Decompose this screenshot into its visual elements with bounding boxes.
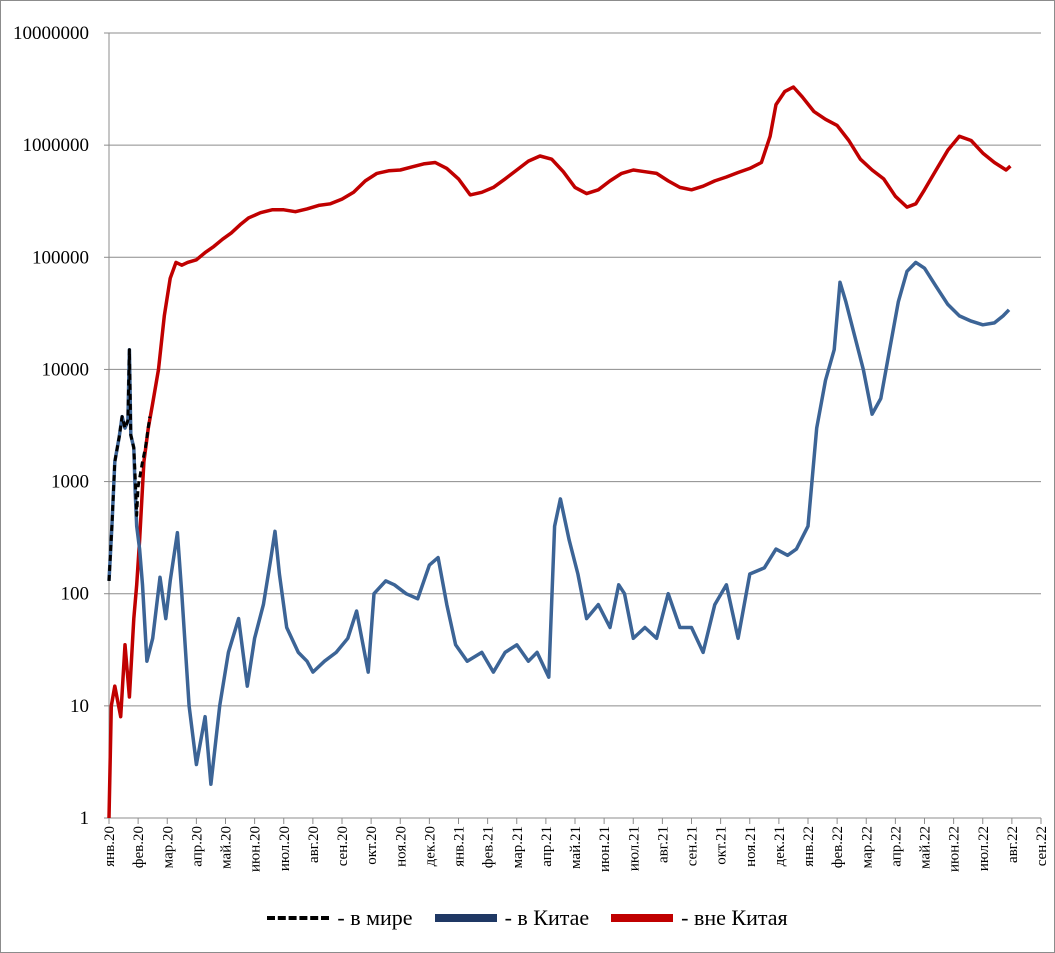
x-tick-label: янв.21 (452, 826, 468, 867)
y-tick-label: 1 (80, 808, 90, 829)
x-tick-label: мар.20 (160, 826, 176, 868)
x-tick-label: июл.20 (277, 826, 293, 871)
series-lines (107, 85, 1012, 819)
x-tick-label: июл.21 (626, 826, 642, 871)
x-tick-label: фев.21 (481, 826, 497, 868)
legend-label-world: - в мире (337, 905, 413, 930)
y-tick-label: 10 (70, 696, 89, 717)
x-tick-label: июн.21 (597, 826, 613, 872)
y-tick-label: 1000000 (23, 135, 90, 156)
legend: - в мире - в Китае - вне Китая (0, 900, 1055, 936)
series-line-world (107, 348, 152, 581)
x-tick-label: фев.20 (131, 826, 147, 868)
x-tick-label: янв.20 (102, 826, 118, 867)
x-tick-label: фев.22 (830, 826, 846, 868)
x-tick-label: сен.20 (335, 826, 351, 866)
legend-label-outside-china: - вне Китая (681, 905, 788, 930)
legend-label-china: - в Китае (504, 905, 590, 930)
y-tick-label: 100 (61, 584, 90, 605)
x-tick-label: апр.21 (539, 826, 555, 867)
legend-item-world: - в мире (267, 905, 413, 931)
x-tick-label: май.21 (568, 826, 584, 869)
x-tick-label: мар.21 (510, 826, 526, 868)
x-tick-label: май.22 (918, 826, 934, 869)
x-tick-label: дек.21 (772, 826, 788, 866)
y-tick-label: 1000 (51, 472, 89, 493)
x-tick-label: апр.22 (888, 826, 904, 867)
legend-swatch-china (434, 914, 497, 922)
gridlines (109, 32, 1041, 707)
series-line-outside-china (107, 85, 1012, 819)
x-tick-label: мар.22 (859, 826, 875, 868)
y-tick-label: 10000000 (13, 23, 89, 44)
x-tick-label: сен.21 (685, 826, 701, 866)
x-tick-label: окт.21 (714, 826, 730, 865)
x-tick-label: ноя.20 (393, 826, 409, 867)
legend-item-outside-china: - вне Китая (611, 905, 788, 931)
x-tick-label: авг.21 (655, 826, 671, 863)
y-tick-labels: 1 10 100 1000 10000 100000 1000000 10000000 (13, 23, 89, 829)
series-line-china (107, 260, 1011, 786)
x-tick-label: май.20 (219, 826, 235, 869)
x-tick-label: авг.20 (306, 826, 322, 863)
x-tick-label: ноя.21 (743, 826, 759, 867)
x-tick-label: июл.22 (976, 826, 992, 871)
x-tick-label: окт.20 (364, 826, 380, 865)
x-tick-label: июн.22 (947, 826, 963, 872)
axes (104, 32, 1042, 824)
x-tick-label: сен.22 (1034, 826, 1050, 866)
x-tick-label: авг.22 (1005, 826, 1021, 863)
x-tick-label: июн.20 (248, 826, 264, 872)
x-tick-label: апр.20 (189, 826, 205, 867)
x-tick-labels: янв.20 фев.20 мар.20 апр.20 май.20 июн.20 июл.… (102, 826, 1050, 872)
x-tick-label: янв.22 (801, 826, 817, 867)
legend-swatch-outside-china (611, 914, 674, 922)
legend-item-china: - в Китае (434, 905, 590, 931)
y-tick-label: 100000 (32, 247, 89, 268)
y-tick-label: 10000 (42, 359, 90, 380)
x-tick-label: дек.20 (422, 826, 438, 866)
legend-swatch-world (267, 916, 330, 920)
